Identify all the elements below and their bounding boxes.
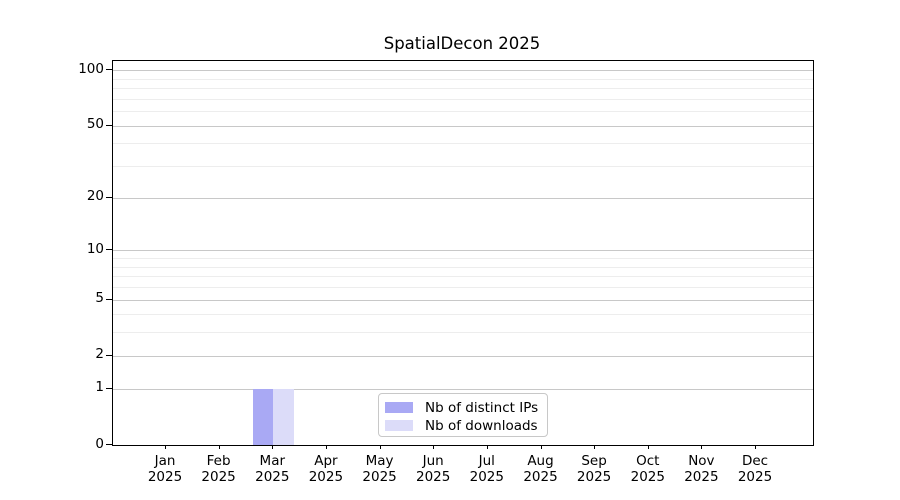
- x-tick-label: Jun 2025: [405, 453, 461, 485]
- gridline-major: [113, 197, 813, 199]
- x-tick-month: Jun: [422, 453, 444, 469]
- y-tick-label: 100: [78, 60, 104, 77]
- gridline-minor: [113, 332, 813, 334]
- y-tick-label: 2: [95, 346, 104, 363]
- gridline-minor: [113, 314, 813, 316]
- x-tick-mark: [218, 445, 220, 449]
- legend-item-distinct-ips: Nb of distinct IPs: [385, 399, 539, 416]
- y-tick-label: 1: [95, 379, 104, 396]
- y-tick-mark: [106, 387, 112, 389]
- gridline-minor: [113, 98, 813, 100]
- gridline-major: [113, 355, 813, 357]
- x-tick-month: Nov: [688, 453, 715, 469]
- x-tick-label: May 2025: [352, 453, 408, 485]
- gridline-minor: [113, 88, 813, 90]
- gridline-minor: [113, 78, 813, 80]
- x-tick-label: Apr 2025: [298, 453, 354, 485]
- x-tick-year: 2025: [630, 469, 665, 485]
- x-tick-mark: [594, 445, 596, 449]
- x-tick-label: Nov 2025: [673, 453, 729, 485]
- x-tick-label: Dec 2025: [727, 453, 783, 485]
- gridline-major: [113, 125, 813, 127]
- x-tick-month: May: [365, 453, 394, 469]
- gridline-minor: [113, 258, 813, 259]
- x-tick-label: Feb 2025: [191, 453, 247, 485]
- legend-swatch-distinct-ips: [385, 402, 413, 413]
- x-tick-label: Jul 2025: [459, 453, 515, 485]
- x-tick-year: 2025: [255, 469, 290, 485]
- x-tick-label: Aug 2025: [513, 453, 569, 485]
- y-tick-mark: [106, 249, 112, 251]
- y-tick-label: 20: [86, 188, 104, 205]
- gridline-major: [113, 250, 813, 252]
- x-tick-year: 2025: [684, 469, 719, 485]
- x-tick-mark: [325, 445, 327, 449]
- legend-label-distinct-ips: Nb of distinct IPs: [425, 399, 539, 416]
- legend-label-downloads: Nb of downloads: [425, 417, 538, 434]
- x-tick-year: 2025: [576, 469, 612, 485]
- x-tick-month: Sep: [581, 453, 607, 469]
- gridline-minor: [113, 111, 813, 113]
- x-tick-year: 2025: [308, 469, 344, 485]
- x-tick-year: 2025: [147, 469, 183, 485]
- y-tick-label: 0: [95, 435, 104, 452]
- legend: Nb of distinct IPs Nb of downloads: [378, 393, 548, 437]
- bar-distinct-ips: [252, 388, 274, 445]
- y-tick-mark: [106, 298, 112, 300]
- x-tick-month: Mar: [259, 453, 286, 469]
- gridline-minor: [113, 266, 813, 268]
- gridline-minor: [113, 287, 813, 288]
- x-tick-mark: [755, 445, 756, 449]
- plot-area: [112, 60, 814, 446]
- chart-title: SpatialDecon 2025: [383, 34, 541, 53]
- x-tick-mark: [540, 445, 542, 449]
- y-tick-label: 50: [86, 116, 104, 133]
- y-tick-mark: [106, 196, 112, 198]
- x-tick-mark: [272, 445, 274, 449]
- gridline-major: [113, 388, 813, 390]
- x-tick-month: Jul: [478, 453, 495, 469]
- gridline-minor: [113, 276, 813, 278]
- y-tick-label: 5: [95, 290, 104, 306]
- x-tick-label: Jan 2025: [137, 453, 193, 485]
- legend-item-downloads: Nb of downloads: [385, 417, 539, 434]
- x-tick-mark: [433, 445, 435, 449]
- x-tick-month: Aug: [527, 453, 554, 469]
- x-tick-mark: [165, 445, 166, 449]
- x-tick-year: 2025: [523, 469, 558, 485]
- x-tick-month: Dec: [741, 453, 769, 469]
- x-tick-month: Jan: [154, 453, 176, 469]
- x-tick-label: Oct 2025: [620, 453, 676, 485]
- gridline-minor: [113, 143, 813, 145]
- x-tick-mark: [486, 445, 488, 449]
- gridline-major: [113, 299, 813, 301]
- x-tick-label: Sep 2025: [566, 453, 622, 485]
- x-tick-year: 2025: [201, 469, 236, 485]
- x-tick-label: Mar 2025: [244, 453, 300, 485]
- x-tick-mark: [647, 445, 649, 449]
- y-tick-mark: [106, 444, 112, 445]
- x-tick-year: 2025: [416, 469, 451, 485]
- y-tick-mark: [106, 69, 112, 71]
- x-tick-month: Apr: [314, 453, 338, 469]
- y-tick-mark: [106, 354, 112, 356]
- y-tick-label: 10: [86, 240, 104, 257]
- x-tick-year: 2025: [362, 469, 397, 485]
- gridline-minor: [113, 166, 813, 168]
- x-tick-year: 2025: [737, 469, 773, 485]
- x-tick-mark: [379, 445, 381, 449]
- x-tick-month: Feb: [206, 453, 231, 469]
- bar-downloads: [273, 388, 294, 445]
- x-tick-mark: [701, 445, 703, 449]
- x-tick-year: 2025: [469, 469, 504, 485]
- legend-swatch-downloads: [385, 420, 413, 431]
- x-tick-month: Oct: [636, 453, 660, 469]
- y-tick-mark: [106, 124, 112, 126]
- gridline-major: [113, 70, 813, 72]
